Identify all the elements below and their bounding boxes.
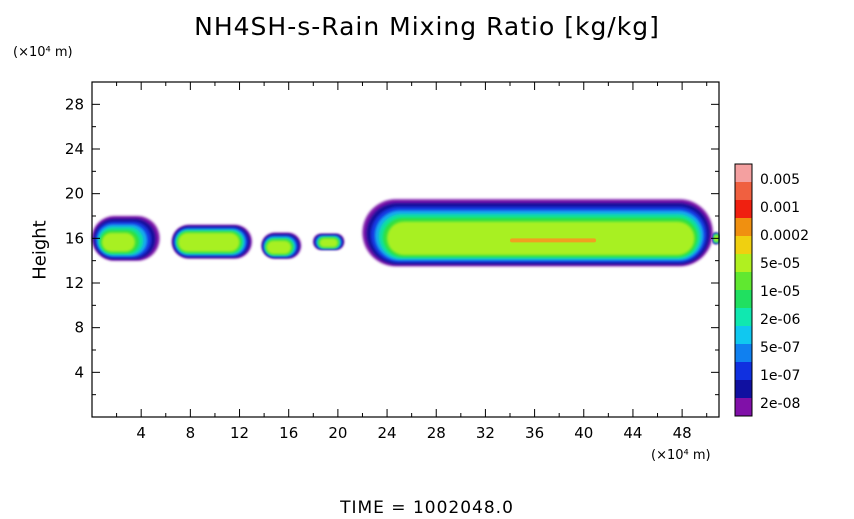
colorbar-swatch bbox=[735, 236, 752, 255]
x-tick-label: 24 bbox=[378, 424, 397, 442]
y-tick-label: 4 bbox=[74, 363, 84, 381]
colorbar-label: 5e-07 bbox=[760, 340, 800, 356]
colorbar-swatch bbox=[735, 218, 752, 237]
x-tick-label: 48 bbox=[673, 424, 692, 442]
field-cloud-3 bbox=[261, 232, 301, 259]
colorbar-swatch bbox=[735, 254, 752, 273]
field-cloud-2 bbox=[171, 224, 252, 259]
field-cloud-4 bbox=[313, 233, 345, 250]
colorbar-frame bbox=[734, 163, 753, 417]
chart-title: NH4SH-s-Rain Mixing Ratio [kg/kg] bbox=[194, 12, 660, 41]
contour-band bbox=[101, 232, 136, 252]
field-cloud-1 bbox=[92, 216, 160, 261]
colorbar-label: 5e-05 bbox=[760, 256, 800, 272]
colorbar-label: 0.005 bbox=[760, 172, 800, 188]
y-tick-label: 24 bbox=[65, 140, 84, 158]
x-tick-label: 36 bbox=[525, 424, 544, 442]
colorbar-swatch bbox=[735, 164, 752, 183]
colorbar-swatch bbox=[735, 272, 752, 291]
x-axis-unit: (×10⁴ m) bbox=[651, 448, 711, 463]
y-axis-unit: (×10⁴ m) bbox=[13, 45, 73, 60]
x-tick-label: 44 bbox=[623, 424, 642, 442]
x-tick-label: 40 bbox=[574, 424, 593, 442]
colorbar-label: 2e-06 bbox=[760, 312, 800, 328]
y-tick-label: 20 bbox=[65, 185, 84, 203]
colorbar-swatch bbox=[735, 182, 752, 201]
colorbar-swatch bbox=[735, 308, 752, 327]
x-tick-label: 12 bbox=[230, 424, 249, 442]
x-tick-label: 20 bbox=[328, 424, 347, 442]
y-tick-label: 12 bbox=[65, 274, 84, 292]
colorbar-label: 0.001 bbox=[760, 200, 800, 216]
x-tick-label: 28 bbox=[427, 424, 446, 442]
colorbar-swatch bbox=[735, 290, 752, 309]
x-tick-label: 32 bbox=[476, 424, 495, 442]
colorbar-swatch bbox=[735, 344, 752, 363]
colorbar-swatch bbox=[735, 326, 752, 345]
colorbar-swatch bbox=[735, 398, 752, 417]
field-layer bbox=[92, 199, 719, 267]
y-tick-label: 8 bbox=[74, 319, 84, 337]
colorbar-swatch bbox=[735, 362, 752, 381]
colorbar-label: 0.0002 bbox=[760, 228, 809, 244]
contour-band bbox=[178, 232, 240, 252]
x-tick-label: 8 bbox=[186, 424, 196, 442]
y-tick-label: 16 bbox=[65, 229, 84, 247]
plot-frame bbox=[91, 81, 720, 418]
x-tick-label: 4 bbox=[136, 424, 146, 442]
time-footer: TIME = 1002048.0 bbox=[340, 498, 514, 518]
core-max-band bbox=[510, 238, 597, 243]
contour-band bbox=[319, 238, 338, 248]
x-tick-label: 16 bbox=[279, 424, 298, 442]
contour-band bbox=[266, 240, 292, 254]
colorbar-swatch bbox=[735, 380, 752, 399]
colorbar: 0.005 0.001 0.0002 5e-05 1e-05 2e-06 5e-07 1e-0… bbox=[734, 163, 809, 417]
colorbar-label: 1e-07 bbox=[760, 368, 800, 384]
colorbar-swatch bbox=[735, 200, 752, 219]
colorbar-label: 2e-08 bbox=[760, 396, 800, 412]
y-tick-label: 28 bbox=[65, 95, 84, 113]
field-cloud-5 bbox=[362, 199, 713, 267]
colorbar-label: 1e-05 bbox=[760, 284, 800, 300]
